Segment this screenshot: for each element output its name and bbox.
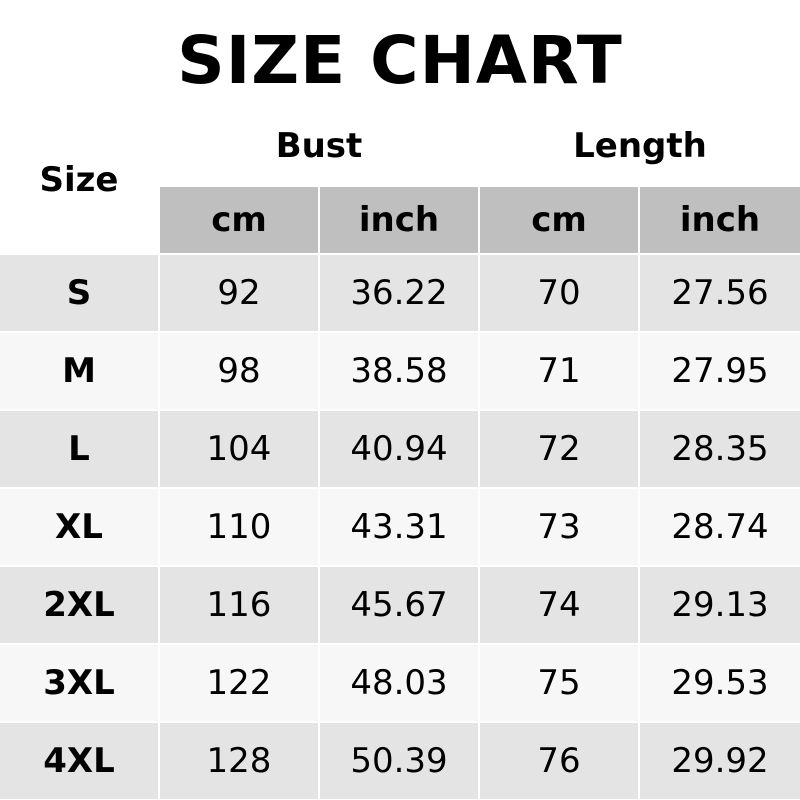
length-cm-cell: 73 xyxy=(480,489,638,565)
bust-inch-cell: 36.22 xyxy=(320,255,478,331)
bust-cm-cell: 110 xyxy=(160,489,318,565)
bust-cm-cell: 92 xyxy=(160,255,318,331)
length-inch-cell: 28.74 xyxy=(640,489,800,565)
size-cell: M xyxy=(0,333,158,409)
length-inch-cell: 29.53 xyxy=(640,645,800,721)
size-column-header: Size xyxy=(39,160,119,200)
length-inch-cell: 29.13 xyxy=(640,567,800,643)
bust-inch-cell: 38.58 xyxy=(320,333,478,409)
size-cell: XL xyxy=(0,489,158,565)
length-inch-cell: 28.35 xyxy=(640,411,800,487)
bust-inch-cell: 50.39 xyxy=(320,723,478,799)
size-cell: 2XL xyxy=(0,567,158,643)
bust-inch-cell: 43.31 xyxy=(320,489,478,565)
length-cm-header: cm xyxy=(480,187,638,253)
length-cm-cell: 71 xyxy=(480,333,638,409)
length-inch-header: inch xyxy=(640,187,800,253)
size-cell: 4XL xyxy=(0,723,158,799)
length-cm-cell: 74 xyxy=(480,567,638,643)
bust-cm-header: cm xyxy=(160,187,318,253)
length-inch-cell: 27.95 xyxy=(640,333,800,409)
bust-cm-cell: 104 xyxy=(160,411,318,487)
bust-group-header: Bust xyxy=(275,126,363,166)
size-cell: 3XL xyxy=(0,645,158,721)
bust-inch-cell: 40.94 xyxy=(320,411,478,487)
bust-cm-cell: 122 xyxy=(160,645,318,721)
length-inch-cell: 29.92 xyxy=(640,723,800,799)
bust-inch-cell: 48.03 xyxy=(320,645,478,721)
bust-inch-header: inch xyxy=(320,187,478,253)
bust-inch-cell: 45.67 xyxy=(320,567,478,643)
page-title: SIZE CHART xyxy=(177,22,623,99)
size-cell: L xyxy=(0,411,158,487)
length-cm-cell: 72 xyxy=(480,411,638,487)
size-cell: S xyxy=(0,255,158,331)
length-cm-cell: 76 xyxy=(480,723,638,799)
length-inch-cell: 27.56 xyxy=(640,255,800,331)
bust-cm-cell: 98 xyxy=(160,333,318,409)
bust-cm-cell: 116 xyxy=(160,567,318,643)
bust-cm-cell: 128 xyxy=(160,723,318,799)
length-cm-cell: 75 xyxy=(480,645,638,721)
length-group-header: Length xyxy=(573,126,707,166)
length-cm-cell: 70 xyxy=(480,255,638,331)
